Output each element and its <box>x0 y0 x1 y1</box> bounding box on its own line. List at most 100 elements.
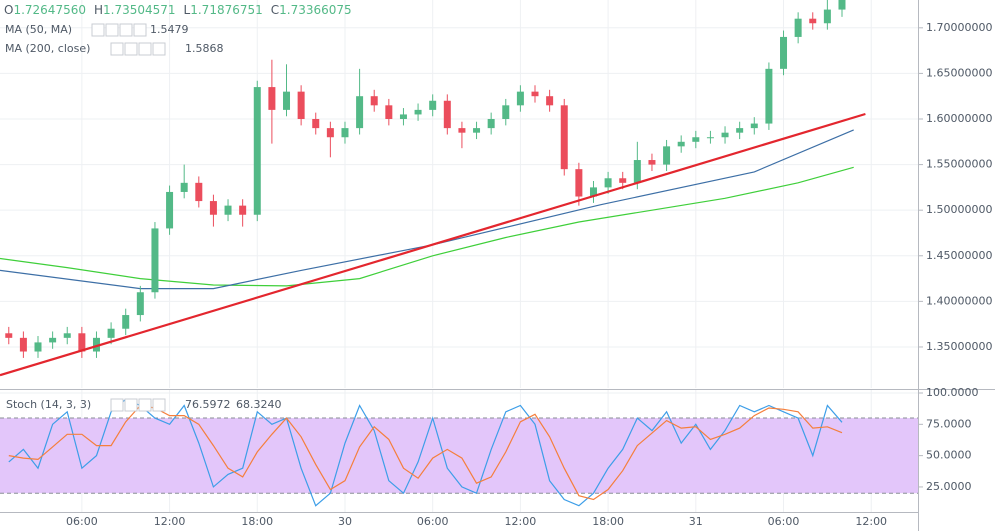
candle-body <box>619 178 627 183</box>
candle-body <box>107 328 115 338</box>
ohlc-value: 1.73366075 <box>279 3 352 17</box>
candle-body <box>575 169 583 197</box>
y-tick-label: 1.55000000 <box>926 158 992 171</box>
candle-body <box>268 87 276 110</box>
ma-line <box>0 166 854 287</box>
candle-body <box>692 137 700 142</box>
stoch-value: 76.5972 <box>185 398 231 411</box>
candle-body <box>736 128 744 133</box>
y-tick-label: 100.0000 <box>926 386 979 399</box>
indicator-value: 1.5868 <box>185 42 224 55</box>
candle-body <box>326 128 334 138</box>
ohlc-legend: O1.72647560 H1.73504571 L1.71876751 C1.7336… <box>4 3 352 17</box>
candle-body <box>224 205 232 215</box>
ohlc-label: O <box>4 3 13 17</box>
candle-body <box>677 141 685 147</box>
candle-body <box>443 100 451 129</box>
candle-body <box>34 342 42 352</box>
candle-body <box>49 337 57 343</box>
candle-body <box>239 205 247 215</box>
x-tick-label: 18:00 <box>592 515 624 528</box>
candle-body <box>560 105 568 170</box>
y-tick-label: 1.60000000 <box>926 112 992 125</box>
candle-body <box>297 91 305 119</box>
candle-body <box>414 109 422 115</box>
trendline <box>0 112 866 377</box>
candle-body <box>122 315 130 329</box>
candle-body <box>283 91 291 110</box>
candle-body <box>399 114 407 119</box>
candle-body <box>663 146 671 165</box>
x-tick-label: 18:00 <box>241 515 273 528</box>
candle-body <box>589 187 597 197</box>
x-tick-label: 12:00 <box>154 515 186 528</box>
candle-body <box>341 128 349 138</box>
stoch-band <box>0 418 918 494</box>
candle-body <box>648 160 656 165</box>
ohlc-value: 1.71876751 <box>190 3 263 17</box>
indicator-name: MA (200, close) <box>5 42 90 55</box>
candle-body <box>794 18 802 37</box>
candle-body <box>151 228 159 293</box>
indicator-value: 1.5479 <box>150 23 189 36</box>
candle-body <box>487 118 495 129</box>
y-tick-label: 1.45000000 <box>926 249 992 262</box>
candle-body <box>429 100 437 110</box>
candle-body <box>92 337 100 352</box>
candle-body <box>531 91 539 97</box>
candle-body <box>195 182 203 202</box>
candle-body <box>502 105 510 119</box>
ohlc-value: 1.73504571 <box>103 3 176 17</box>
y-tick-label: 1.70000000 <box>926 21 992 34</box>
candle-body <box>546 96 554 106</box>
candle-body <box>473 128 481 133</box>
x-tick-label: 06:00 <box>417 515 449 528</box>
ohlc-value: 1.72647560 <box>13 3 86 17</box>
stoch-title: Stoch (14, 3, 3) <box>6 398 91 411</box>
candle-body <box>5 333 13 338</box>
y-tick-label: 1.35000000 <box>926 340 992 353</box>
candle-body <box>706 137 714 139</box>
candle-body <box>136 292 144 316</box>
y-tick-label: 75.0000 <box>926 417 972 430</box>
candle-body <box>356 96 364 129</box>
stoch-line <box>8 398 843 507</box>
y-tick-label: 1.65000000 <box>926 66 992 79</box>
candle-body <box>809 18 817 24</box>
ohlc-label: C <box>271 3 279 17</box>
x-tick-label: 12:00 <box>505 515 537 528</box>
stoch-value: 68.3240 <box>236 398 282 411</box>
candle-body <box>750 123 758 129</box>
ohlc-label: L <box>184 3 191 17</box>
candle-body <box>209 201 217 215</box>
legend: O1.72647560 H1.73504571 L1.71876751 C1.7336… <box>4 3 352 412</box>
x-tick-label: 31 <box>689 515 703 528</box>
candle-body <box>385 105 393 119</box>
x-tick-label: 06:00 <box>768 515 800 528</box>
x-tick-label: 06:00 <box>66 515 98 528</box>
candle-body <box>19 337 27 352</box>
candle-body <box>780 36 788 69</box>
candle-body <box>838 0 846 10</box>
candle-body <box>458 128 466 133</box>
candle-body <box>166 191 174 229</box>
candle-body <box>312 118 320 129</box>
ma50-icons[interactable] <box>91 23 147 37</box>
candle-body <box>823 9 831 24</box>
y-tick-label: 1.50000000 <box>926 203 992 216</box>
candle-body <box>633 160 641 183</box>
y-tick-label: 50.0000 <box>926 449 972 462</box>
y-tick-label: 1.40000000 <box>926 294 992 307</box>
candle-body <box>516 91 524 106</box>
ma200-icons[interactable] <box>110 42 166 56</box>
candle-body <box>253 87 261 215</box>
candle-body <box>63 333 71 338</box>
candle-body <box>180 182 188 192</box>
candle-body <box>78 333 86 352</box>
candle-body <box>604 178 612 188</box>
x-tick-label: 30 <box>338 515 352 528</box>
candle-body <box>370 96 378 106</box>
x-tick-label: 12:00 <box>855 515 887 528</box>
stoch-icons[interactable] <box>110 398 166 412</box>
